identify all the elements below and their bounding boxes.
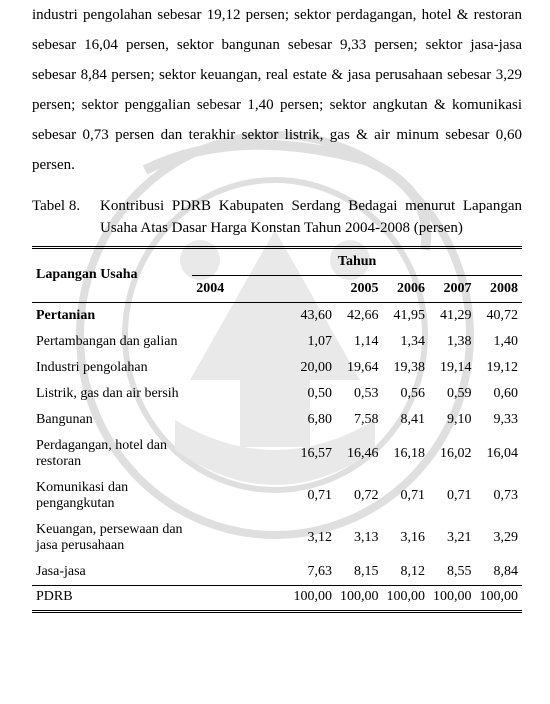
cell-value: 19,14 [429,355,476,381]
cell-value: 40,72 [476,302,523,329]
cell-value: 8,84 [476,559,523,586]
table-row: Pertanian43,6042,6641,9541,2940,72 [32,302,522,329]
caption-label: Tabel 8. [32,196,100,240]
table-total-row: PDRB100,00100,00100,00100,00100,00 [32,585,522,611]
cell-value: 1,34 [383,329,430,355]
table-row: Perdagangan, hotel dan restoran16,5716,4… [32,433,522,475]
cell-value: 8,15 [336,559,383,586]
col-year: 2007 [429,275,476,302]
cell-value: 3,12 [192,517,336,559]
cell-value: 19,38 [383,355,430,381]
row-label: Bangunan [32,407,192,433]
cell-value: 8,41 [383,407,430,433]
cell-value: 0,71 [192,475,336,517]
col-year: 2008 [476,275,523,302]
cell-value: 42,66 [336,302,383,329]
cell-value: 1,07 [192,329,336,355]
table-row: Listrik, gas dan air bersih0,500,530,560… [32,381,522,407]
cell-value: 6,80 [192,407,336,433]
cell-value: 3,21 [429,517,476,559]
row-label: Industri pengolahan [32,355,192,381]
body-paragraph: industri pengolahan sebesar 19,12 persen… [32,0,522,180]
cell-value: 16,02 [429,433,476,475]
cell-value: 0,50 [192,381,336,407]
cell-value: 43,60 [192,302,336,329]
cell-value: 100,00 [383,585,430,611]
row-label: PDRB [32,585,192,611]
cell-value: 0,53 [336,381,383,407]
cell-value: 9,33 [476,407,523,433]
cell-value: 41,95 [383,302,430,329]
cell-value: 100,00 [429,585,476,611]
cell-value: 0,60 [476,381,523,407]
cell-value: 8,55 [429,559,476,586]
cell-value: 7,63 [192,559,336,586]
table-row: Keuangan, persewaan dan jasa perusahaan3… [32,517,522,559]
col-header-lapangan: Lapangan Usaha [32,247,192,302]
cell-value: 0,71 [429,475,476,517]
cell-value: 0,59 [429,381,476,407]
cell-value: 41,29 [429,302,476,329]
cell-value: 3,16 [383,517,430,559]
cell-value: 100,00 [476,585,523,611]
col-year: 2004 [192,275,336,302]
pdrb-table: Lapangan Usaha Tahun 2004 2005 2006 2007… [32,246,522,613]
cell-value: 3,13 [336,517,383,559]
row-label: Pertambangan dan galian [32,329,192,355]
row-label: Pertanian [32,302,192,329]
cell-value: 9,10 [429,407,476,433]
cell-value: 0,72 [336,475,383,517]
cell-value: 100,00 [192,585,336,611]
row-label: Perdagangan, hotel dan restoran [32,433,192,475]
cell-value: 16,18 [383,433,430,475]
col-year: 2006 [383,275,430,302]
cell-value: 20,00 [192,355,336,381]
cell-value: 1,14 [336,329,383,355]
table-row: Jasa-jasa7,638,158,128,558,84 [32,559,522,586]
caption-text: Kontribusi PDRB Kabupaten Serdang Bedaga… [100,196,522,240]
table-body: Pertanian43,6042,6641,9541,2940,72Pertam… [32,302,522,611]
cell-value: 100,00 [336,585,383,611]
cell-value: 1,40 [476,329,523,355]
table-row: Komunikasi dan pengangkutan0,710,720,710… [32,475,522,517]
col-year: 2005 [336,275,383,302]
cell-value: 3,29 [476,517,523,559]
cell-value: 0,56 [383,381,430,407]
cell-value: 19,12 [476,355,523,381]
cell-value: 19,64 [336,355,383,381]
cell-value: 1,38 [429,329,476,355]
row-label: Keuangan, persewaan dan jasa perusahaan [32,517,192,559]
cell-value: 16,46 [336,433,383,475]
table-row: Industri pengolahan20,0019,6419,3819,141… [32,355,522,381]
row-label: Komunikasi dan pengangkutan [32,475,192,517]
col-header-tahun: Tahun [192,247,522,275]
cell-value: 0,73 [476,475,523,517]
cell-value: 7,58 [336,407,383,433]
cell-value: 0,71 [383,475,430,517]
row-label: Jasa-jasa [32,559,192,586]
table-caption: Tabel 8. Kontribusi PDRB Kabupaten Serda… [32,196,522,240]
table-row: Pertambangan dan galian1,071,141,341,381… [32,329,522,355]
cell-value: 16,04 [476,433,523,475]
cell-value: 8,12 [383,559,430,586]
row-label: Listrik, gas dan air bersih [32,381,192,407]
cell-value: 16,57 [192,433,336,475]
table-row: Bangunan6,807,588,419,109,33 [32,407,522,433]
